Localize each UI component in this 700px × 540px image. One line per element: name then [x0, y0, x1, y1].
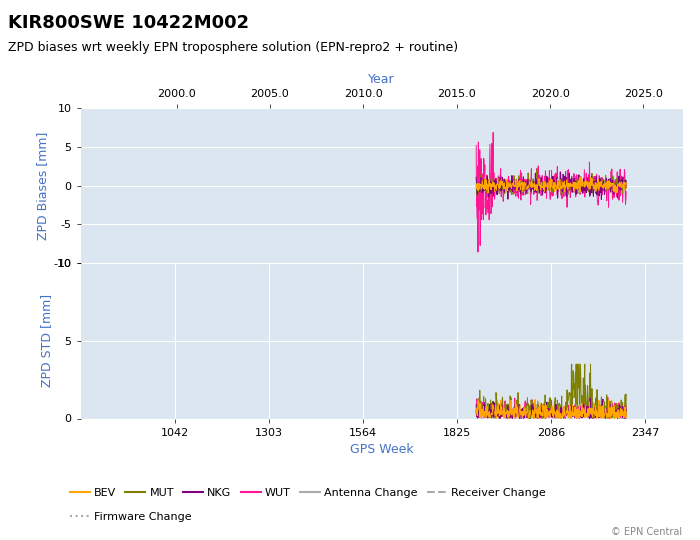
- Y-axis label: ZPD STD [mm]: ZPD STD [mm]: [41, 294, 53, 387]
- Legend: BEV, MUT, NKG, WUT, Antenna Change, Receiver Change: BEV, MUT, NKG, WUT, Antenna Change, Rece…: [65, 483, 550, 502]
- Text: © EPN Central: © EPN Central: [611, 527, 682, 537]
- X-axis label: Year: Year: [368, 73, 395, 86]
- Legend: Firmware Change: Firmware Change: [65, 508, 196, 526]
- X-axis label: GPS Week: GPS Week: [350, 443, 413, 456]
- Text: ZPD biases wrt weekly EPN troposphere solution (EPN-repro2 + routine): ZPD biases wrt weekly EPN troposphere so…: [8, 40, 458, 53]
- Text: KIR800SWE 10422M002: KIR800SWE 10422M002: [8, 14, 249, 31]
- Y-axis label: ZPD Biases [mm]: ZPD Biases [mm]: [36, 131, 49, 240]
